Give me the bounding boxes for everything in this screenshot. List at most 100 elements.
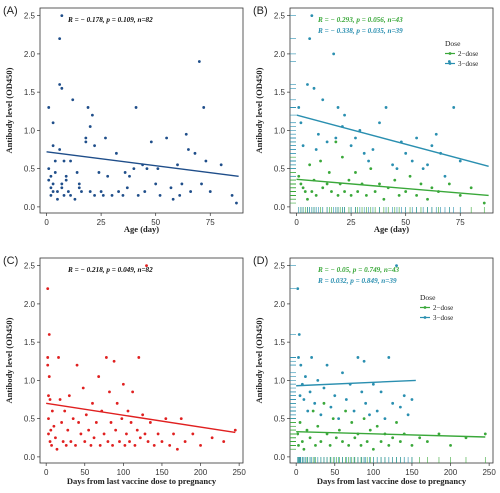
panel-d-point	[297, 356, 300, 359]
panel-b-point	[378, 121, 381, 125]
panel-a-point	[51, 144, 55, 148]
panel-d-point	[302, 398, 306, 401]
panel-a-point	[143, 190, 147, 193]
panel-c-xtick-label: 50	[80, 468, 89, 477]
panel-c-point	[55, 447, 59, 451]
panel-c-point	[94, 421, 98, 424]
panel-c-point	[79, 432, 83, 436]
panel-d-point	[313, 401, 317, 405]
panel-d-point	[437, 432, 441, 436]
panel-d-point	[418, 436, 422, 440]
panel-c-point	[92, 436, 96, 440]
panel-c-point	[46, 356, 50, 359]
panel-b-point	[330, 190, 333, 193]
panel-c-point	[91, 401, 94, 405]
panel-b-point	[325, 182, 329, 186]
panel-a-fit-line	[46, 151, 239, 177]
panel-a-point	[64, 174, 68, 178]
panel-d-legend-item: 2−dose	[433, 304, 453, 312]
panel-a-point	[134, 106, 138, 109]
panel-d-xtick-label: 250	[482, 468, 496, 477]
panel-b-point	[321, 98, 325, 102]
panel-a-point	[47, 106, 51, 109]
panel-c-point	[49, 428, 53, 432]
panel-b-point	[458, 159, 462, 163]
panel-a-point	[58, 83, 62, 86]
panel-a-point	[125, 186, 129, 190]
panel-c-point	[191, 432, 195, 436]
panel-d-point	[379, 390, 383, 394]
panel-d-ytick-label: 1.0	[274, 376, 286, 385]
panel-a-point	[110, 194, 114, 197]
panel-d-xtick-label: 100	[367, 468, 381, 477]
panel-b-ytick-label: 2.0	[274, 50, 286, 59]
panel-b-stat-text: R = − 0.293, p = 0.056, n=43	[317, 16, 403, 24]
panel-a-point	[189, 190, 193, 193]
panel-a-point	[84, 140, 88, 144]
panel-d-point	[322, 401, 326, 405]
panel-b-legend-title: Dose	[445, 39, 461, 48]
panel-b-point	[382, 197, 386, 201]
panel-c-xtick-label: 250	[232, 468, 246, 477]
panel-a-point	[49, 194, 53, 197]
panel-c-point	[183, 440, 187, 443]
panel-a-point	[219, 163, 223, 167]
panel-b-point	[316, 132, 320, 136]
panel-b-legend-item: 3−dose	[458, 60, 478, 68]
panel-b-point	[334, 140, 338, 144]
panel-c-xtick-label: 200	[194, 468, 208, 477]
panel-b-point	[314, 194, 318, 197]
panel-d-point	[371, 382, 375, 386]
panel-b-point	[362, 151, 366, 155]
panel-a-ytick-label: 1.0	[24, 126, 36, 135]
panel-a-point	[114, 151, 118, 155]
panel-d-point	[391, 436, 395, 440]
panel-c-ylabel: Antibody level (OD450)	[4, 317, 14, 403]
panel-a-point	[123, 171, 127, 174]
panel-c-xtick-label: 0	[44, 468, 49, 477]
panel-c-point	[58, 398, 62, 401]
panel-c-point	[175, 447, 179, 451]
panel-c-point	[61, 440, 65, 443]
panel-a-point	[230, 194, 234, 197]
panel-b-point	[373, 190, 377, 193]
panel-b-ytick-label: 2.5	[274, 12, 286, 21]
panel-d-xtick-label: 0	[294, 468, 299, 477]
panel-d-point	[375, 424, 379, 428]
panel-b-point	[299, 182, 303, 186]
panel-d-point	[328, 444, 332, 447]
panel-a-point	[197, 60, 201, 63]
panel-b-point	[297, 106, 301, 109]
panel-c-point	[125, 432, 128, 436]
panel-a-point	[176, 163, 179, 167]
panel-c-point	[148, 421, 152, 424]
panel-d-stat-text: R = − 0.05, p = 0.749, n=43	[317, 266, 400, 274]
panel-b-point	[458, 194, 462, 197]
panel-a-stat-text: R = − 0.178, p = 0.109, n=82	[67, 16, 153, 24]
panel-b-point	[367, 159, 370, 163]
panel-b-point	[314, 148, 318, 151]
panel-c-point	[52, 424, 56, 428]
panel-c-point	[66, 428, 70, 432]
panel-a-ytick-label: 0.0	[24, 203, 36, 212]
panel-a-point	[73, 197, 77, 201]
panel-b-point	[321, 186, 325, 190]
panel-a-point	[121, 194, 125, 197]
panel-a-point	[156, 167, 160, 171]
panel-a-point	[75, 171, 79, 174]
panel-b-ytick-label: 0.0	[274, 203, 286, 212]
panel-c-point	[47, 417, 50, 421]
panel-b-point	[308, 163, 312, 167]
panel-a-xlabel: Age (day)	[124, 224, 159, 234]
panel-c-point	[46, 363, 50, 367]
panel-d-point	[333, 394, 337, 398]
panel-d-point	[298, 421, 302, 424]
panel-c-frame	[39, 257, 244, 464]
panel-d-point	[425, 440, 429, 443]
panel-a-point	[101, 194, 105, 197]
panel-c-point	[47, 432, 50, 436]
panel-a-point	[88, 190, 92, 193]
panel-b-point	[410, 159, 414, 163]
panel-d-point	[296, 287, 300, 290]
panel-d-ytick-label: 2.0	[274, 300, 286, 309]
